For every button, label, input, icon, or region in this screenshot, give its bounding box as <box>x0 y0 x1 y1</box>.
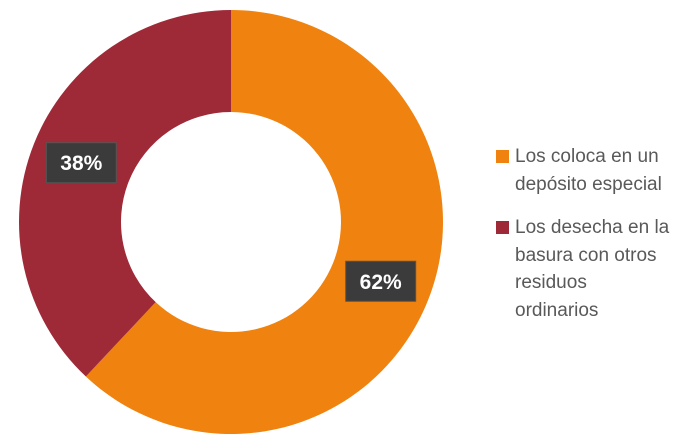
data-label-box <box>45 142 117 184</box>
legend-label: Los desecha en la basura con otros resid… <box>515 217 670 321</box>
data-label: 62% <box>360 271 402 294</box>
data-label: 38% <box>60 152 102 175</box>
slice <box>85 10 444 435</box>
legend-swatch <box>496 221 509 234</box>
data-label-box <box>345 260 417 302</box>
legend-entry: Los coloca en un depósito especial <box>496 143 675 198</box>
legend: Los coloca en un depósito especial Los de… <box>496 143 686 340</box>
legend-swatch <box>496 150 509 163</box>
slice <box>19 10 231 377</box>
legend-label: Los coloca en un depósito especial <box>515 146 662 195</box>
legend-entry: Los desecha en la basura con otros resid… <box>496 214 675 324</box>
